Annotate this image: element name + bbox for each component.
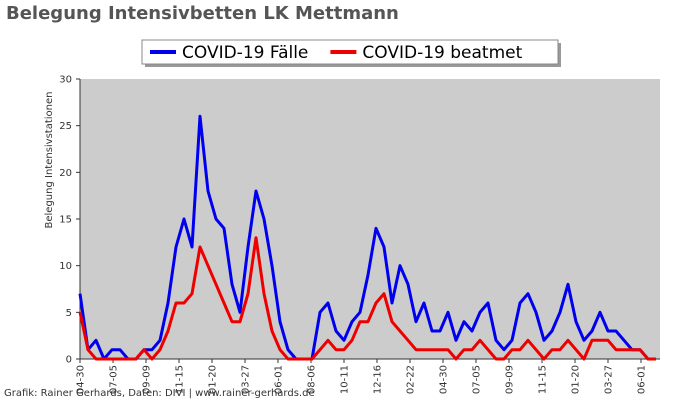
series-line (78, 236, 656, 361)
y-axis-label: Belegung Intensivstationen (44, 91, 55, 228)
x-tick-label: 06-01 (637, 365, 648, 394)
plot-area (80, 79, 660, 359)
x-tick-label: 01-20 (208, 365, 219, 394)
legend: COVID-19 Fälle COVID-19 beatmet (141, 39, 561, 67)
x-tick-label: 04-30 (76, 365, 87, 394)
x-tick-label: 10-11 (340, 365, 351, 394)
legend-box (141, 39, 559, 65)
y-tick-label: 15 (59, 215, 72, 226)
x-tick-label: 12-16 (373, 365, 384, 394)
legend-label: COVID-19 Fälle (182, 43, 308, 63)
y-tick-label: 20 (59, 168, 72, 179)
y-tick-label: 0 (66, 355, 72, 366)
x-tick-label: 03-27 (241, 365, 252, 394)
footer: Grafik: Rainer Gerhards, Daten: DIVI | w… (4, 388, 315, 399)
chart-title: Belegung Intensivbetten LK Mettmann (6, 3, 399, 24)
y-tick-label: 30 (59, 75, 72, 86)
x-tick-label: 11-15 (538, 365, 549, 394)
x-tick-label: 02-22 (406, 365, 417, 394)
y-tick-label: 10 (59, 261, 72, 272)
x-tick-label: 07-05 (472, 365, 483, 394)
x-tick-label: 01-20 (571, 365, 582, 394)
x-tick-label: 08-06 (307, 365, 318, 394)
x-tick-label: 07-05 (109, 365, 120, 394)
y-tick-label: 25 (59, 121, 72, 132)
x-tick-label: 03-27 (604, 365, 615, 394)
y-tick-label: 5 (66, 308, 72, 319)
x-tick-label: 06-01 (274, 365, 285, 394)
series-line (78, 114, 656, 361)
x-tick-label: 09-09 (142, 365, 153, 394)
x-tick-label: 11-15 (175, 365, 186, 394)
legend-label: COVID-19 beatmet (362, 43, 522, 63)
x-tick-label: 09-09 (505, 365, 516, 394)
x-tick-label: 04-30 (439, 365, 450, 394)
